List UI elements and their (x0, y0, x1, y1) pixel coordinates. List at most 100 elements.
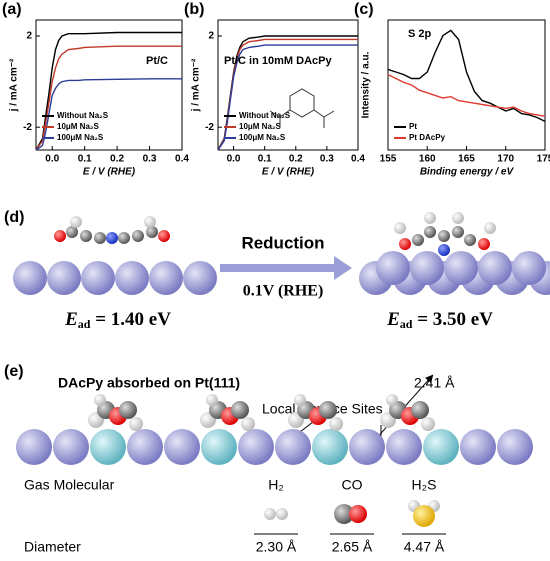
x-tick-label: 0.1 (78, 154, 92, 165)
atom (241, 417, 255, 431)
x-tick-label: 0.4 (175, 154, 189, 165)
panel-title: DAcPy absorbed on Pt(111) (58, 375, 240, 391)
molecule-sketch (269, 88, 335, 128)
atom (164, 429, 200, 465)
atom (144, 216, 156, 228)
arrow-label: 0.1V (RHE) (243, 283, 324, 300)
panel-label: (b) (184, 1, 204, 18)
atom (81, 261, 115, 295)
atom (90, 429, 126, 465)
atom (149, 261, 183, 295)
series-line (35, 78, 182, 151)
atom (231, 401, 249, 419)
legend-label: Without Na₂S (57, 111, 109, 120)
x-tick-label: 165 (458, 154, 475, 165)
atom (312, 429, 348, 465)
atom (94, 232, 106, 244)
distance-label: 2.41 Å (414, 375, 455, 391)
atom (201, 429, 237, 465)
atom (376, 251, 410, 285)
legend-label: Pt DAcPy (409, 133, 446, 142)
annotation: S 2p (408, 28, 432, 40)
y-tick-label: -2 (205, 122, 214, 133)
molecule-name: H₂ (268, 477, 284, 493)
atom (424, 212, 436, 224)
legend-label: 100μM Na₂S (239, 133, 286, 142)
y-axis-label: Intensity / a.u. (361, 51, 372, 118)
plot-frame (217, 19, 359, 151)
atom (183, 261, 217, 295)
gas-label: Gas Molecular (24, 477, 115, 493)
atom (512, 251, 546, 285)
y-tick-label: -2 (23, 122, 32, 133)
x-tick-label: 170 (497, 154, 514, 165)
atom (206, 394, 218, 406)
x-tick-label: 0.3 (320, 154, 334, 165)
panel-label: (a) (2, 1, 22, 18)
atom (438, 244, 450, 256)
atom (399, 238, 411, 250)
atom (394, 222, 406, 234)
atom (16, 429, 52, 465)
annotation: Pt/C in 10mM DAcPy (224, 55, 332, 67)
legend-label: 10μM Na₂S (239, 122, 281, 131)
x-tick-label: 0.2 (289, 154, 303, 165)
atom (349, 429, 385, 465)
x-tick-label: 155 (380, 154, 397, 165)
panel-label: (d) (4, 209, 24, 226)
legend-label: 100μM Na₂S (57, 133, 104, 142)
atom (444, 251, 478, 285)
atom (421, 417, 435, 431)
legend-label: 10μM Na₂S (57, 122, 99, 131)
x-axis-label: E / V (RHE) (262, 167, 315, 178)
energy-label: Ead = 1.40 eV (64, 309, 171, 330)
atom (334, 504, 354, 524)
subscript: ad (400, 317, 413, 331)
x-axis-label: E / V (RHE) (83, 167, 136, 178)
series-line (387, 73, 546, 117)
atom (438, 230, 450, 242)
subscript: ad (78, 317, 91, 331)
atom (452, 226, 464, 238)
x-tick-label: 0.0 (45, 154, 59, 165)
atom (349, 505, 367, 523)
atom (423, 429, 459, 465)
atom (70, 216, 82, 228)
atom (146, 226, 158, 238)
panel-d: (d) Reduction 0.1V (RHE) Ead = 1.40 eV E… (4, 209, 550, 331)
atom (119, 401, 137, 419)
energy-value: = 1.40 eV (90, 309, 171, 330)
atom (264, 508, 276, 520)
symbol: E (64, 309, 78, 330)
atom (478, 238, 490, 250)
series-line (387, 29, 546, 123)
atom (115, 261, 149, 295)
molecule-name: H₂S (412, 477, 437, 493)
atom (424, 226, 436, 238)
atom (478, 251, 512, 285)
atom (158, 230, 170, 242)
panel-label: (c) (354, 1, 374, 18)
x-tick-label: 0.4 (351, 154, 365, 165)
x-tick-label: 160 (419, 154, 436, 165)
diameter-label: Diameter (24, 539, 81, 555)
atom (118, 232, 130, 244)
x-axis-label: Binding energy / eV (420, 167, 515, 178)
annotation: Pt/C (146, 55, 168, 67)
arrow-label: Reduction (241, 233, 324, 252)
plot-frame (35, 19, 183, 151)
atom (129, 417, 143, 431)
atom (47, 261, 81, 295)
atom (410, 251, 444, 285)
arrow-head (334, 256, 352, 280)
atom (127, 429, 163, 465)
atom (276, 508, 288, 520)
energy-label: Ead = 3.50 eV (386, 309, 493, 330)
energy-value: = 3.50 eV (412, 309, 493, 330)
atom (94, 394, 106, 406)
molecule-diameter: 2.30 Å (256, 539, 297, 555)
charts: (a) 0.0 0.1 0.2 0.3 0.4 -2 2 E / V (RHE) j / mA c… (2, 1, 550, 177)
series-line (35, 31, 182, 151)
atom (413, 505, 435, 527)
